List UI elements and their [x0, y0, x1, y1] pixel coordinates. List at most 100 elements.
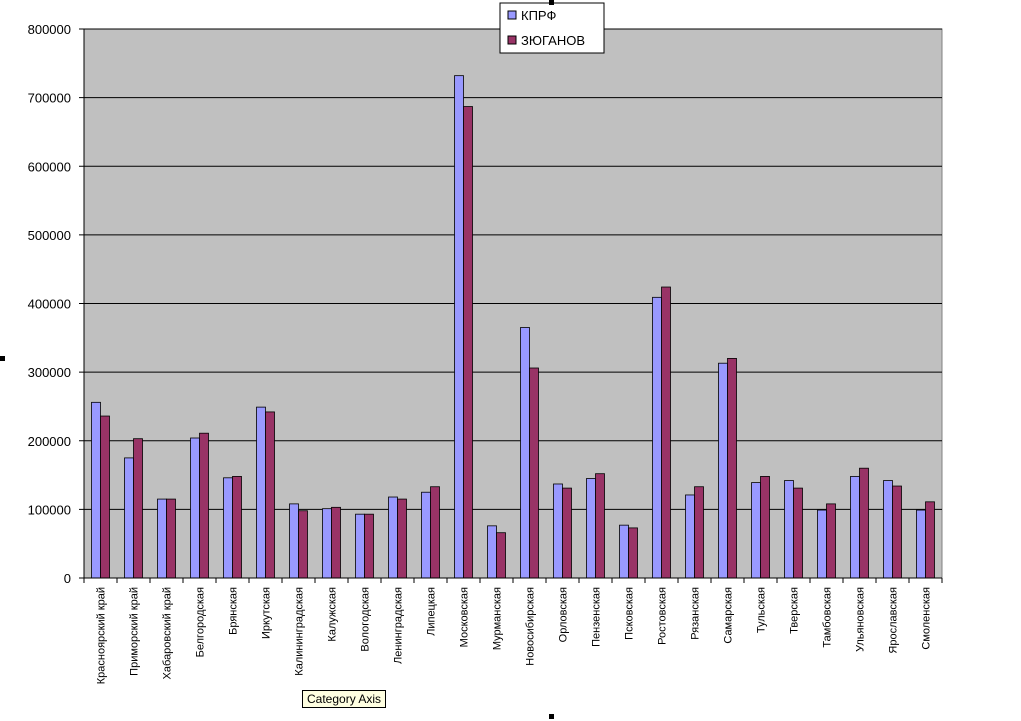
bar[interactable] — [595, 473, 605, 579]
bar[interactable] — [364, 513, 374, 579]
category-label: Орловская — [558, 587, 570, 642]
category-label: Мурманская — [492, 587, 504, 650]
category-label: Самарская — [723, 587, 735, 644]
category-label: Новосибирская — [525, 587, 537, 666]
category-label: Московская — [459, 587, 471, 647]
y-tick-label: 300000 — [28, 365, 71, 380]
category-label: Ростовская — [657, 587, 669, 645]
bar[interactable] — [454, 75, 464, 579]
bar[interactable] — [322, 508, 332, 579]
bar[interactable] — [463, 106, 473, 579]
bar[interactable] — [925, 501, 935, 579]
category-label: Белгородская — [195, 587, 207, 657]
bar[interactable] — [850, 476, 860, 579]
selection-handle-top[interactable] — [549, 0, 554, 5]
category-label: Брянская — [228, 587, 240, 635]
category-label: Калужская — [327, 587, 339, 642]
bar[interactable] — [331, 506, 341, 579]
bar[interactable] — [190, 437, 200, 579]
bar[interactable] — [124, 457, 134, 579]
category-label: Красноярский край — [96, 587, 108, 684]
bar[interactable] — [892, 485, 902, 579]
selection-handle-bottom[interactable] — [549, 714, 554, 719]
category-label: Липецкая — [426, 587, 438, 636]
bar[interactable] — [289, 503, 299, 579]
legend-label-kprf: КПРФ — [521, 8, 556, 23]
category-axis[interactable]: Красноярский край Приморский край Хабаровс… — [96, 587, 933, 684]
y-tick-label: 700000 — [28, 91, 71, 106]
category-label: Ленинградская — [393, 587, 405, 664]
bar[interactable] — [397, 498, 407, 579]
bar[interactable] — [157, 498, 167, 579]
bar[interactable] — [694, 486, 704, 579]
bar[interactable] — [661, 286, 671, 579]
bar[interactable] — [562, 487, 572, 579]
legend[interactable]: КПРФ ЗЮГАНОВ — [499, 2, 605, 54]
legend-label-zyuganov: ЗЮГАНОВ — [521, 33, 585, 48]
category-label: Калининградская — [294, 587, 306, 676]
y-tick-label: 600000 — [28, 159, 71, 174]
y-tick-label: 800000 — [28, 22, 71, 37]
category-label: Ярославская — [888, 587, 900, 654]
bar[interactable] — [751, 482, 761, 579]
bar[interactable] — [859, 467, 869, 579]
bar[interactable] — [199, 432, 209, 579]
selection-handle-left[interactable] — [0, 356, 5, 361]
bar[interactable] — [430, 486, 440, 579]
y-tick-label: 100000 — [28, 502, 71, 517]
bar[interactable] — [298, 510, 308, 579]
bar[interactable] — [256, 406, 266, 579]
bar[interactable] — [784, 480, 794, 579]
category-label: Псковская — [624, 587, 636, 640]
bar[interactable] — [652, 296, 662, 579]
bar[interactable] — [496, 532, 506, 579]
bar[interactable] — [586, 478, 596, 579]
bar[interactable] — [553, 483, 563, 579]
category-label: Смоленская — [921, 587, 933, 650]
bar[interactable] — [760, 476, 770, 579]
legend-swatch-kprf — [507, 10, 517, 20]
bar[interactable] — [265, 411, 275, 579]
bar[interactable] — [91, 401, 101, 579]
bar[interactable] — [487, 525, 497, 579]
bar[interactable] — [223, 477, 233, 579]
y-tick-label: 0 — [64, 571, 71, 586]
y-tick-label: 400000 — [28, 297, 71, 312]
bar[interactable] — [355, 513, 365, 579]
category-label: Тверская — [789, 587, 801, 634]
bar[interactable] — [421, 491, 431, 579]
category-label: Вологодская — [360, 587, 372, 652]
category-label: Ульяновская — [855, 587, 867, 652]
bar[interactable] — [100, 415, 110, 579]
bar[interactable] — [520, 327, 530, 579]
bar[interactable] — [718, 362, 728, 579]
y-tick-label: 200000 — [28, 434, 71, 449]
bar[interactable] — [883, 480, 893, 579]
category-label: Рязанская — [690, 587, 702, 640]
bar[interactable] — [826, 503, 836, 579]
bar[interactable] — [916, 509, 926, 579]
bar[interactable] — [685, 494, 695, 579]
bar[interactable] — [628, 527, 638, 579]
bar[interactable] — [232, 476, 242, 579]
y-axis-tick-labels: 0 100000 200000 300000 400000 500000 600000 700… — [28, 22, 71, 586]
category-label: Хабаровский край — [162, 587, 174, 679]
category-label: Приморский край — [129, 587, 141, 676]
category-label: Пензенская — [591, 587, 603, 647]
category-label: Тамбовская — [822, 587, 834, 648]
legend-swatch-zyuganov — [507, 35, 517, 45]
category-label: Иркутская — [261, 587, 273, 639]
bar[interactable] — [388, 496, 398, 579]
y-tick-label: 500000 — [28, 228, 71, 243]
axes — [83, 29, 943, 583]
tooltip: Category Axis — [302, 690, 387, 708]
category-label: Тульская — [756, 587, 768, 633]
bar[interactable] — [619, 524, 629, 579]
bar[interactable] — [727, 357, 737, 579]
bar[interactable] — [529, 367, 539, 579]
bar[interactable] — [133, 438, 143, 579]
bar[interactable] — [793, 487, 803, 579]
bar[interactable] — [166, 498, 176, 579]
bar[interactable] — [817, 509, 827, 579]
